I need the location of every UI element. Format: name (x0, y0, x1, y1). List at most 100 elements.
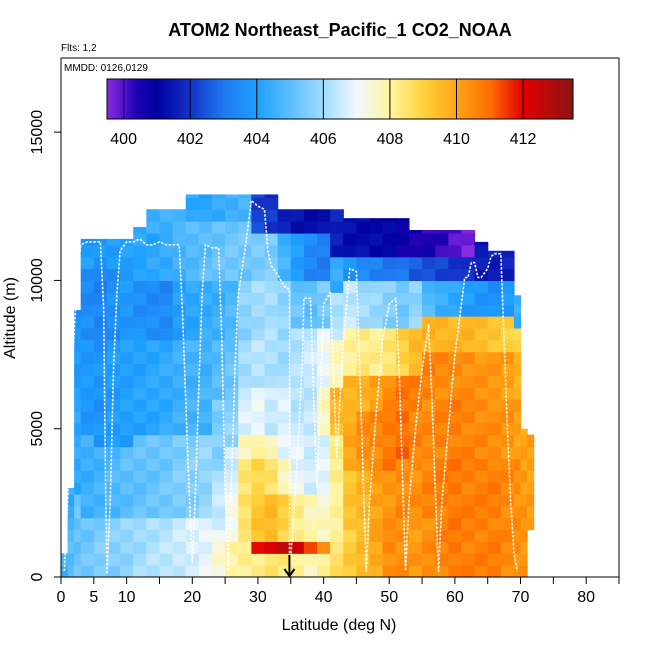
heatmap-cell (211, 316, 226, 329)
heatmap-cell (487, 482, 502, 495)
heatmap-cell (93, 387, 108, 400)
heatmap-cell (461, 280, 476, 293)
heatmap-cell (185, 221, 200, 234)
heatmap-cell (382, 232, 397, 246)
x-tick-label: 70 (512, 589, 530, 606)
heatmap-cell (146, 410, 161, 424)
heatmap-cell (264, 363, 279, 376)
heatmap-cell (93, 505, 108, 519)
heatmap-cell (106, 256, 121, 270)
heatmap-cell (343, 470, 358, 483)
heatmap-cell (264, 529, 279, 543)
heatmap-cell (395, 422, 410, 436)
heatmap-cell (120, 541, 134, 554)
heatmap-cell (264, 470, 279, 483)
heatmap-cell (382, 280, 397, 293)
heatmap-cell (435, 565, 449, 578)
heatmap-cell (382, 446, 397, 459)
heatmap-cell (93, 517, 108, 531)
heatmap-cell (513, 482, 522, 495)
heatmap-cell (172, 505, 187, 519)
x-tick-label: 0 (57, 589, 66, 606)
heatmap-cell (435, 470, 449, 483)
heatmap-cell (513, 387, 522, 400)
heatmap-cell (369, 375, 384, 388)
heatmap-cell (369, 280, 384, 293)
heatmap-cell (369, 387, 384, 400)
heatmap-cell (211, 280, 226, 293)
heatmap-cell (172, 292, 187, 305)
heatmap-cell (159, 268, 174, 282)
heatmap-cell (211, 565, 226, 578)
heatmap-cell (408, 304, 423, 317)
heatmap-cell (198, 351, 213, 365)
heatmap-cell (133, 529, 147, 543)
heatmap-cell (198, 434, 213, 448)
heatmap-cell (251, 221, 266, 234)
heatmap-cell (159, 470, 174, 483)
heatmap-cell (120, 470, 134, 483)
heatmap-cell (80, 316, 95, 329)
heatmap-cell (395, 565, 410, 578)
heatmap-cell (435, 410, 449, 424)
heatmap-cell (251, 375, 266, 388)
heatmap-cell (356, 292, 371, 305)
heatmap-cell (172, 209, 187, 222)
heatmap-cell (382, 244, 397, 258)
heatmap-cell (172, 375, 187, 388)
heatmap-cell (264, 422, 279, 436)
heatmap-cell (513, 351, 522, 365)
heatmap-cell (74, 470, 82, 483)
heatmap-cell (238, 351, 252, 365)
heatmap-cell (435, 327, 449, 341)
heatmap-cell (395, 505, 410, 519)
heatmap-cell (185, 327, 200, 341)
colorbar-ticks: 400 402 404 406 408 410 412 (110, 79, 537, 148)
heatmap-cell (356, 375, 371, 388)
heatmap-cell (527, 446, 535, 459)
heatmap-cell (369, 363, 384, 376)
heatmap-cell (356, 280, 371, 293)
heatmap-cell (408, 256, 423, 270)
heatmap-cell (74, 446, 82, 459)
heatmap-cell (461, 399, 476, 412)
heatmap-cell (474, 422, 489, 436)
heatmap-cell (408, 458, 423, 471)
heatmap-cell (80, 553, 95, 566)
heatmap-cell (264, 446, 279, 459)
heatmap-cell (133, 387, 147, 400)
heatmap-cell (422, 375, 436, 388)
heatmap-cell (343, 458, 358, 471)
heatmap-cell (106, 375, 121, 388)
heatmap-cell (146, 280, 161, 293)
heatmap-cell (80, 410, 95, 424)
heatmap-cell (395, 218, 410, 222)
heatmap-cell (198, 505, 213, 519)
heatmap-cell (343, 387, 358, 400)
heatmap-cell (93, 553, 108, 566)
heatmap-cell (500, 316, 515, 329)
heatmap-cell (513, 446, 522, 459)
heatmap-cell (461, 458, 476, 471)
heatmap-cell (277, 541, 292, 554)
heatmap-cell (448, 304, 463, 317)
heatmap-cell (343, 517, 358, 531)
heatmap-cell (395, 541, 410, 554)
heatmap-cell (172, 268, 187, 282)
heatmap-cell (317, 541, 331, 554)
heatmap-cell (487, 304, 502, 317)
heatmap-cell (290, 541, 305, 554)
heatmap-cell (172, 280, 187, 293)
heatmap-cell (146, 268, 161, 282)
heatmap-cell (461, 316, 476, 329)
heatmap-cell (382, 351, 397, 365)
heatmap-cell (74, 458, 82, 471)
heatmap-cell (198, 529, 213, 543)
heatmap-cell (317, 565, 331, 578)
heatmap-cell (408, 375, 423, 388)
heatmap-cell (120, 304, 134, 317)
heatmap-cell (303, 517, 318, 531)
heatmap-cell (251, 339, 266, 353)
heatmap-cell (120, 482, 134, 495)
heatmap-cell (159, 209, 174, 222)
